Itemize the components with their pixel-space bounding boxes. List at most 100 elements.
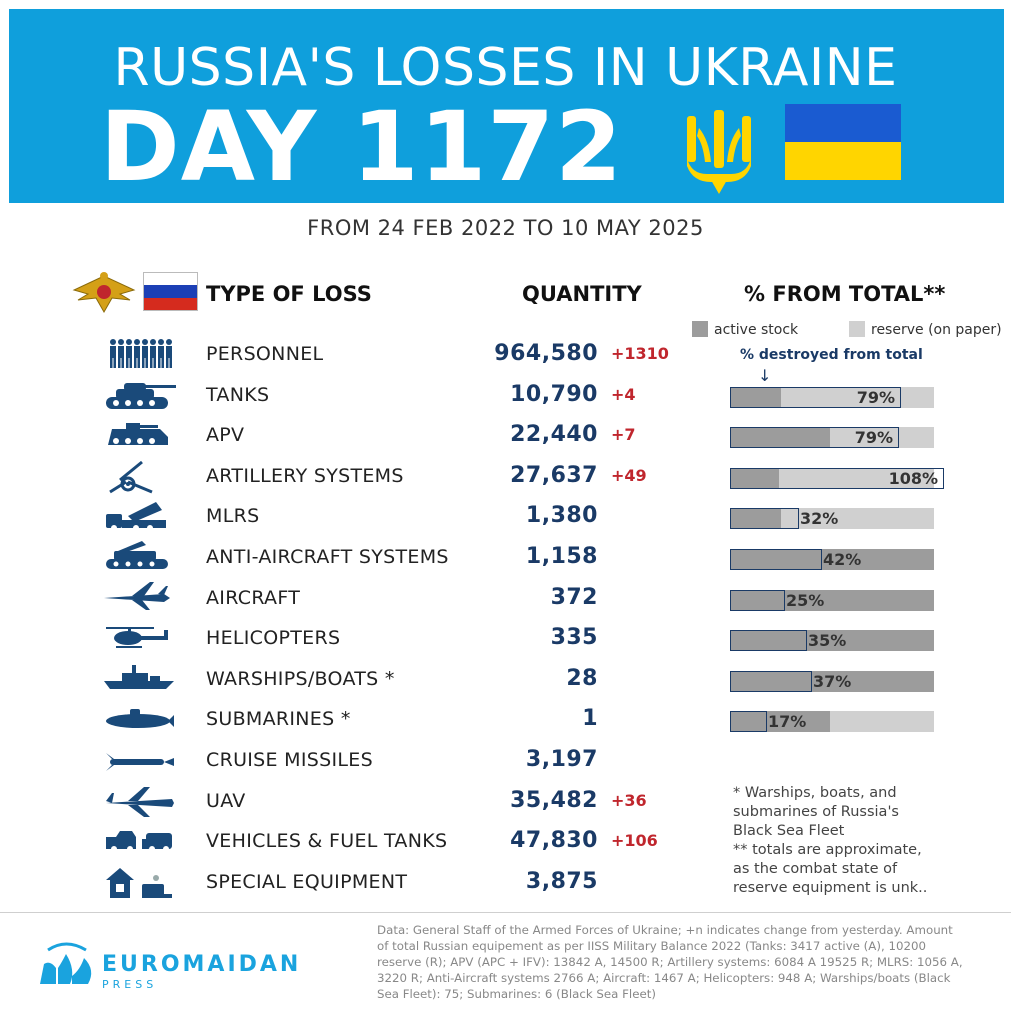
daily-change: +106 (611, 831, 658, 850)
footer-divider (0, 912, 1011, 913)
loss-row: AIRCRAFT 372 25% (0, 580, 1011, 620)
uav-icon (106, 787, 174, 817)
active-stock-bar (730, 711, 830, 732)
russian-flag (143, 272, 198, 311)
destroyed-share-bar (730, 468, 944, 489)
loss-type-label: ANTI-AIRCRAFT SYSTEMS (206, 546, 449, 568)
footnote-line: reserve equipment is unk.. (733, 880, 928, 896)
loss-type-label: AIRCRAFT (206, 587, 301, 609)
percent-label: 32% (800, 509, 839, 528)
loss-quantity: 3,197 (525, 747, 598, 772)
banner-title: RUSSIA'S LOSSES IN UKRAINE (113, 38, 898, 98)
loss-quantity: 1,380 (525, 503, 598, 528)
vehicles-icon (106, 831, 172, 852)
loss-quantity: 372 (550, 585, 598, 610)
footnote-line: submarines of Russia's (733, 804, 899, 820)
loss-row: VEHICLES & FUEL TANKS 47,830 +106 (0, 823, 1011, 863)
legend-active-swatch (692, 321, 708, 337)
artillery-icon (109, 460, 153, 494)
loss-row: HELICOPTERS 335 35% (0, 620, 1011, 660)
loss-row: UAV 35,482 +36 (0, 783, 1011, 823)
warship-icon (104, 665, 174, 689)
active-stock-bar (730, 427, 830, 448)
loss-quantity: 964,580 (494, 341, 598, 366)
percent-label: 108% (888, 469, 938, 488)
loss-row: MLRS 1,380 32% (0, 498, 1011, 538)
active-stock-bar (730, 671, 934, 692)
percent-label: 42% (823, 550, 862, 569)
percent-bar: 42% (730, 549, 934, 570)
loss-quantity: 3,875 (525, 869, 598, 894)
loss-quantity: 35,482 (510, 788, 598, 813)
active-stock-bar (730, 387, 781, 408)
loss-type-label: CRUISE MISSILES (206, 749, 373, 771)
destroyed-share-bar (730, 711, 767, 732)
percent-label: 17% (768, 712, 807, 731)
daily-change: +49 (611, 466, 647, 485)
loss-quantity: 1,158 (525, 544, 598, 569)
footnote-line: Black Sea Fleet (733, 823, 845, 839)
special-equipment-icon (106, 868, 172, 898)
helicopter-icon (106, 627, 168, 648)
active-stock-bar (730, 590, 934, 611)
destroyed-share-bar (730, 508, 799, 529)
reserve-stock-bar (730, 387, 934, 408)
euromaidan-logo-icon (40, 942, 92, 984)
type-of-loss-header: TYPE OF LOSS (206, 282, 372, 306)
aircraft-icon (104, 582, 170, 610)
percent-label: 79% (854, 428, 893, 447)
destroyed-share-bar (730, 427, 899, 448)
active-stock-bar (730, 630, 934, 651)
legend-reserve-swatch (849, 321, 865, 337)
day-counter: DAY 1172 (100, 91, 623, 203)
loss-quantity: 335 (550, 625, 598, 650)
loss-type-label: SPECIAL EQUIPMENT (206, 871, 408, 893)
percent-label: 35% (808, 631, 847, 650)
trident-icon (687, 110, 751, 194)
loss-row: SPECIAL EQUIPMENT 3,875 (0, 864, 1011, 904)
active-stock-bar (730, 468, 779, 489)
loss-type-label: APV (206, 424, 245, 446)
loss-row: CRUISE MISSILES 3,197 (0, 742, 1011, 782)
destroyed-share-bar (730, 549, 822, 570)
active-stock-bar (730, 549, 934, 570)
loss-type-label: SUBMARINES * (206, 708, 351, 730)
quantity-header: QUANTITY (522, 282, 642, 306)
loss-type-label: PERSONNEL (206, 343, 324, 365)
loss-row: PERSONNEL 964,580 +1310 (0, 336, 1011, 376)
loss-quantity: 28 (566, 666, 598, 691)
loss-row: WARSHIPS/BOATS * 28 37% (0, 661, 1011, 701)
destroyed-note: % destroyed from total (740, 347, 923, 363)
daily-change: +36 (611, 791, 647, 810)
percent-bar: 35% (730, 630, 934, 651)
ukraine-flag (785, 104, 901, 180)
active-stock-bar (730, 508, 781, 529)
date-range: FROM 24 FEB 2022 TO 10 MAY 2025 (307, 216, 704, 240)
loss-type-label: ARTILLERY SYSTEMS (206, 465, 404, 487)
brand-sub: PRESS (102, 978, 158, 991)
percent-label: 37% (813, 672, 852, 691)
anti-aircraft-icon (106, 541, 168, 569)
down-arrow-icon: ↓ (758, 366, 772, 385)
daily-change: +4 (611, 385, 636, 404)
percent-bar: 32% (730, 508, 934, 529)
legend-reserve-label: reserve (on paper) (871, 322, 1002, 338)
loss-type-label: TANKS (206, 384, 270, 406)
loss-type-label: UAV (206, 790, 246, 812)
russian-mod-emblem-icon (72, 272, 136, 314)
tank-icon (106, 383, 176, 409)
footnote-line: * Warships, boats, and (733, 785, 897, 801)
percent-label: 25% (786, 591, 825, 610)
missile-icon (106, 753, 174, 771)
percent-bar: 79% (730, 427, 934, 448)
brand-name: EUROMAIDAN (102, 952, 302, 977)
loss-quantity: 27,637 (510, 463, 598, 488)
loss-type-label: MLRS (206, 505, 260, 527)
percent-header: % FROM TOTAL** (744, 282, 946, 306)
soldiers-icon (110, 339, 172, 368)
legend-reserve: reserve (on paper) (849, 321, 1002, 338)
footnotes: * Warships, boats, and submarines of Rus… (733, 784, 983, 898)
loss-quantity: 1 (582, 706, 598, 731)
destroyed-share-bar (730, 630, 807, 651)
reserve-stock-bar (730, 468, 934, 489)
